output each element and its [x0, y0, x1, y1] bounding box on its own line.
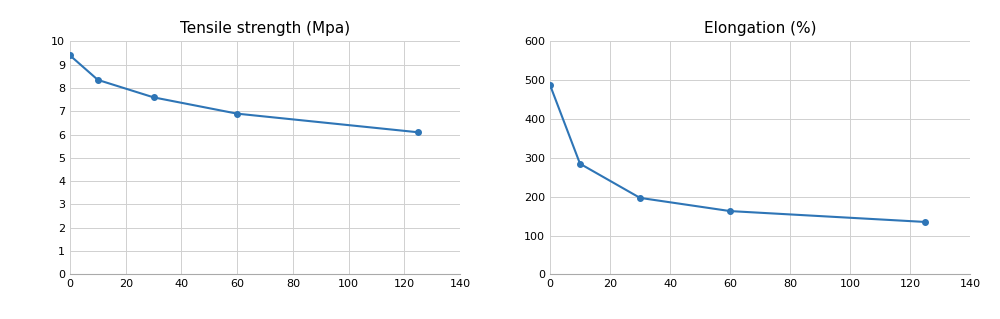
Title: Elongation (%): Elongation (%): [704, 21, 816, 36]
Title: Tensile strength (Mpa): Tensile strength (Mpa): [180, 21, 350, 36]
